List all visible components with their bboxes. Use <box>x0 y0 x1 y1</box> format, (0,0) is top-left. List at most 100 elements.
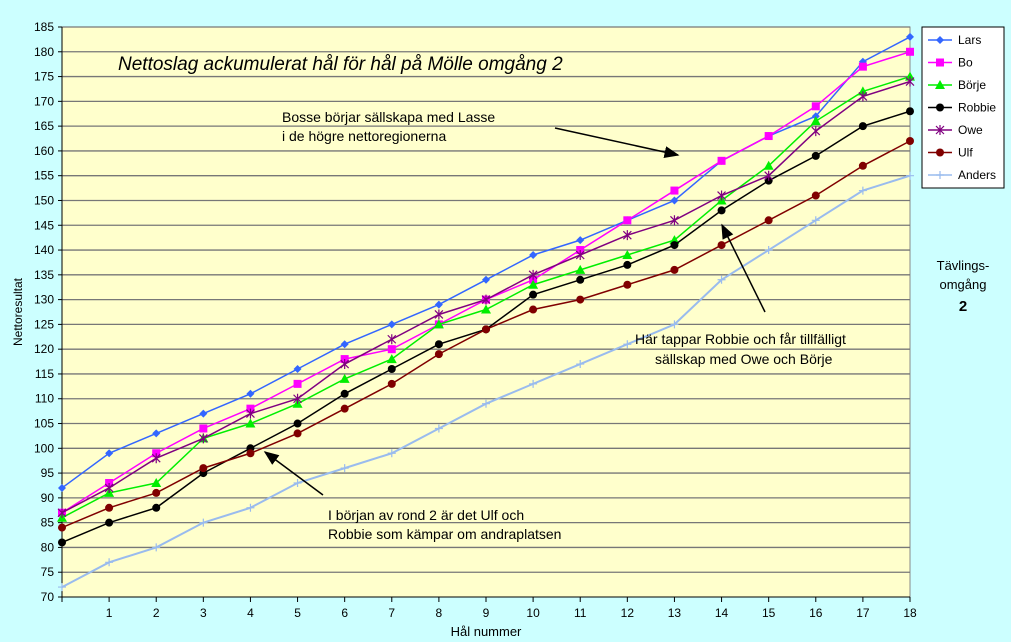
data-point <box>340 464 349 473</box>
y-tick-label: 135 <box>34 268 54 282</box>
arrow <box>721 223 766 313</box>
data-point <box>340 340 349 349</box>
data-point <box>763 160 774 170</box>
annotation-robbie: Här tappar Robbie och får tillfälligt sä… <box>635 223 846 367</box>
y-tick-label: 85 <box>41 516 55 530</box>
data-point <box>387 345 396 354</box>
data-point <box>434 340 443 349</box>
data-point <box>717 275 726 284</box>
annotation-text: i de högre nettoregionerna <box>282 128 446 144</box>
data-point <box>434 300 443 309</box>
data-point <box>670 215 679 226</box>
data-point <box>670 186 679 195</box>
data-point <box>906 107 914 116</box>
data-point <box>670 241 679 250</box>
x-tick-label: 1 <box>106 606 113 620</box>
y-tick-label: 145 <box>34 218 54 232</box>
data-point <box>623 280 632 289</box>
y-tick-label: 150 <box>34 193 54 207</box>
x-axis-label: Hål nummer <box>451 624 522 639</box>
data-point <box>529 379 538 388</box>
y-tick-label: 175 <box>34 70 54 84</box>
legend-item: Anders <box>928 168 996 182</box>
data-point <box>936 171 944 179</box>
data-point <box>906 32 914 41</box>
data-point <box>246 449 255 458</box>
data-point <box>764 246 773 255</box>
data-point <box>936 58 944 67</box>
data-point <box>58 538 66 547</box>
data-point <box>482 399 490 408</box>
x-tick-label: 2 <box>153 606 160 620</box>
data-point <box>936 148 944 157</box>
data-point <box>669 235 680 245</box>
data-point <box>906 137 914 145</box>
data-point <box>811 126 821 137</box>
arrow <box>554 127 680 158</box>
data-point <box>481 304 491 314</box>
x-tick-label: 4 <box>247 606 254 620</box>
data-point <box>246 408 255 419</box>
legend-item: Robbie <box>928 101 996 115</box>
data-point <box>858 57 867 66</box>
side-label: Tävlings- omgång 2 <box>937 258 990 315</box>
x-tick-label: 9 <box>483 606 490 620</box>
data-point <box>434 309 444 320</box>
data-point <box>199 464 208 473</box>
annotation-bosse: Bosse börjar sällskapa med Lasse i de hö… <box>282 109 680 158</box>
data-point <box>387 449 396 458</box>
data-point <box>151 453 161 464</box>
data-point <box>199 518 208 527</box>
data-point <box>935 125 945 135</box>
data-point <box>293 393 302 404</box>
data-point <box>105 449 114 458</box>
data-point <box>152 429 161 438</box>
data-point <box>670 320 679 329</box>
data-point <box>529 251 538 259</box>
data-point <box>623 260 632 269</box>
y-tick-label: 115 <box>35 367 54 381</box>
series-anders <box>58 171 914 592</box>
data-point <box>717 190 726 201</box>
data-point <box>858 62 867 71</box>
data-point <box>199 409 208 418</box>
data-point <box>387 320 396 329</box>
data-point <box>199 424 208 433</box>
data-point <box>434 350 443 359</box>
data-point <box>293 479 302 487</box>
data-point <box>623 216 632 225</box>
series-owe <box>57 76 915 518</box>
x-tick-label: 7 <box>388 606 395 620</box>
legend-item: Lars <box>928 33 981 47</box>
data-point <box>575 250 585 260</box>
legend: Lars Bo Börje Robbie Owe Ulf Anders <box>921 26 1005 189</box>
legend-item: Bo <box>928 56 973 70</box>
legend-label: Ulf <box>958 146 973 160</box>
data-point <box>576 295 585 304</box>
data-point <box>105 518 114 527</box>
legend-label: Börje <box>958 78 986 92</box>
data-point <box>293 429 302 438</box>
annotation-text: Bosse börjar sällskapa med Lasse <box>282 109 495 125</box>
data-point <box>576 275 585 284</box>
data-point <box>340 359 350 370</box>
data-point <box>58 483 66 492</box>
data-point <box>198 433 208 444</box>
data-point <box>529 305 538 314</box>
data-point <box>717 156 726 165</box>
x-tick-label: 14 <box>715 606 729 620</box>
data-point <box>811 191 820 200</box>
data-point <box>58 523 66 532</box>
y-tick-label: 120 <box>34 342 54 356</box>
data-point <box>764 170 774 181</box>
x-tick-label: 6 <box>341 606 348 620</box>
side-label-line1: Tävlings- <box>937 258 990 273</box>
data-point <box>670 196 679 205</box>
data-point <box>623 340 632 349</box>
x-tick-label: 16 <box>809 606 823 620</box>
data-point <box>387 379 396 388</box>
chart-title: Nettoslag ackumulerat hål för hål på Möl… <box>118 54 563 75</box>
legend-label: Lars <box>958 33 981 47</box>
legend-item: Ulf <box>928 146 973 160</box>
